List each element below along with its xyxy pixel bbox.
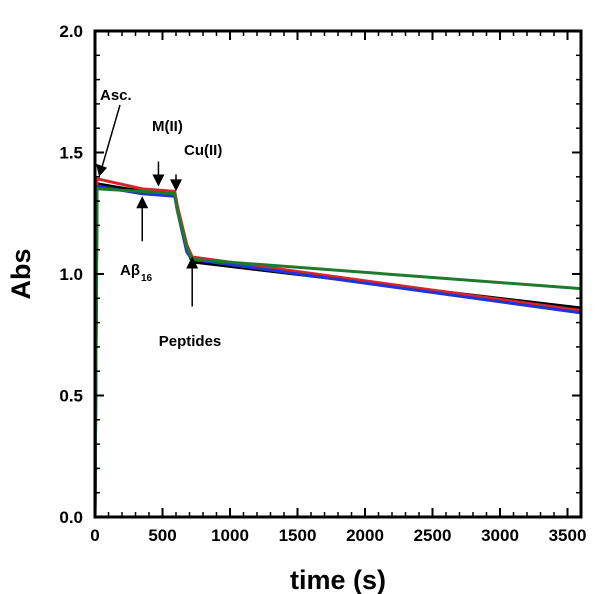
abeta-label: Aβ xyxy=(120,262,140,279)
series-layer xyxy=(93,177,582,518)
x-tick-label: 500 xyxy=(148,526,176,545)
peptides-label: Peptides xyxy=(159,333,222,350)
plot-frame xyxy=(93,29,583,519)
x-tick-label: 2500 xyxy=(414,526,452,545)
x-tick-label: 0 xyxy=(90,526,99,545)
m-ii-label: M(II) xyxy=(152,118,183,135)
peptides-arrow-head xyxy=(186,256,199,269)
y-tick-label: 2.0 xyxy=(59,22,83,41)
asc-arrow-head xyxy=(96,163,108,177)
ticks-layer: 0 500 1000 1500 2000 2500 3000 3500 0.0 0.5 1.0 1.5… xyxy=(59,22,586,545)
y-axis-title: Abs xyxy=(6,248,36,299)
asc-label: Asc. xyxy=(100,87,132,104)
y-tick-label: 0.0 xyxy=(59,508,83,527)
asc-arrow-shaft xyxy=(101,104,121,168)
y-tick-label: 0.5 xyxy=(59,387,83,406)
y-tick-label: 1.5 xyxy=(59,144,83,163)
y-tick-label: 1.0 xyxy=(59,265,83,284)
x-tick-label: 3000 xyxy=(481,526,519,545)
series-line-1 xyxy=(93,182,582,518)
x-tick-label: 1000 xyxy=(211,526,249,545)
cu-ii-label: Cu(II) xyxy=(184,142,222,159)
cu-ii-arrow-head xyxy=(170,179,182,192)
abeta-subscript: 16 xyxy=(141,273,153,284)
x-tick-label: 3500 xyxy=(549,526,587,545)
annotation-layer: Asc. M(II)Cu(II) Aβ 16 Peptides xyxy=(96,87,222,350)
m-ii-arrow-head xyxy=(152,174,165,187)
abeta-arrow-head xyxy=(136,196,149,209)
series-line-4 xyxy=(93,187,582,518)
x-tick-label: 2000 xyxy=(346,526,384,545)
x-axis-title: time (s) xyxy=(290,565,386,594)
series-line-3 xyxy=(93,185,582,518)
x-tick-label: 1500 xyxy=(279,526,317,545)
